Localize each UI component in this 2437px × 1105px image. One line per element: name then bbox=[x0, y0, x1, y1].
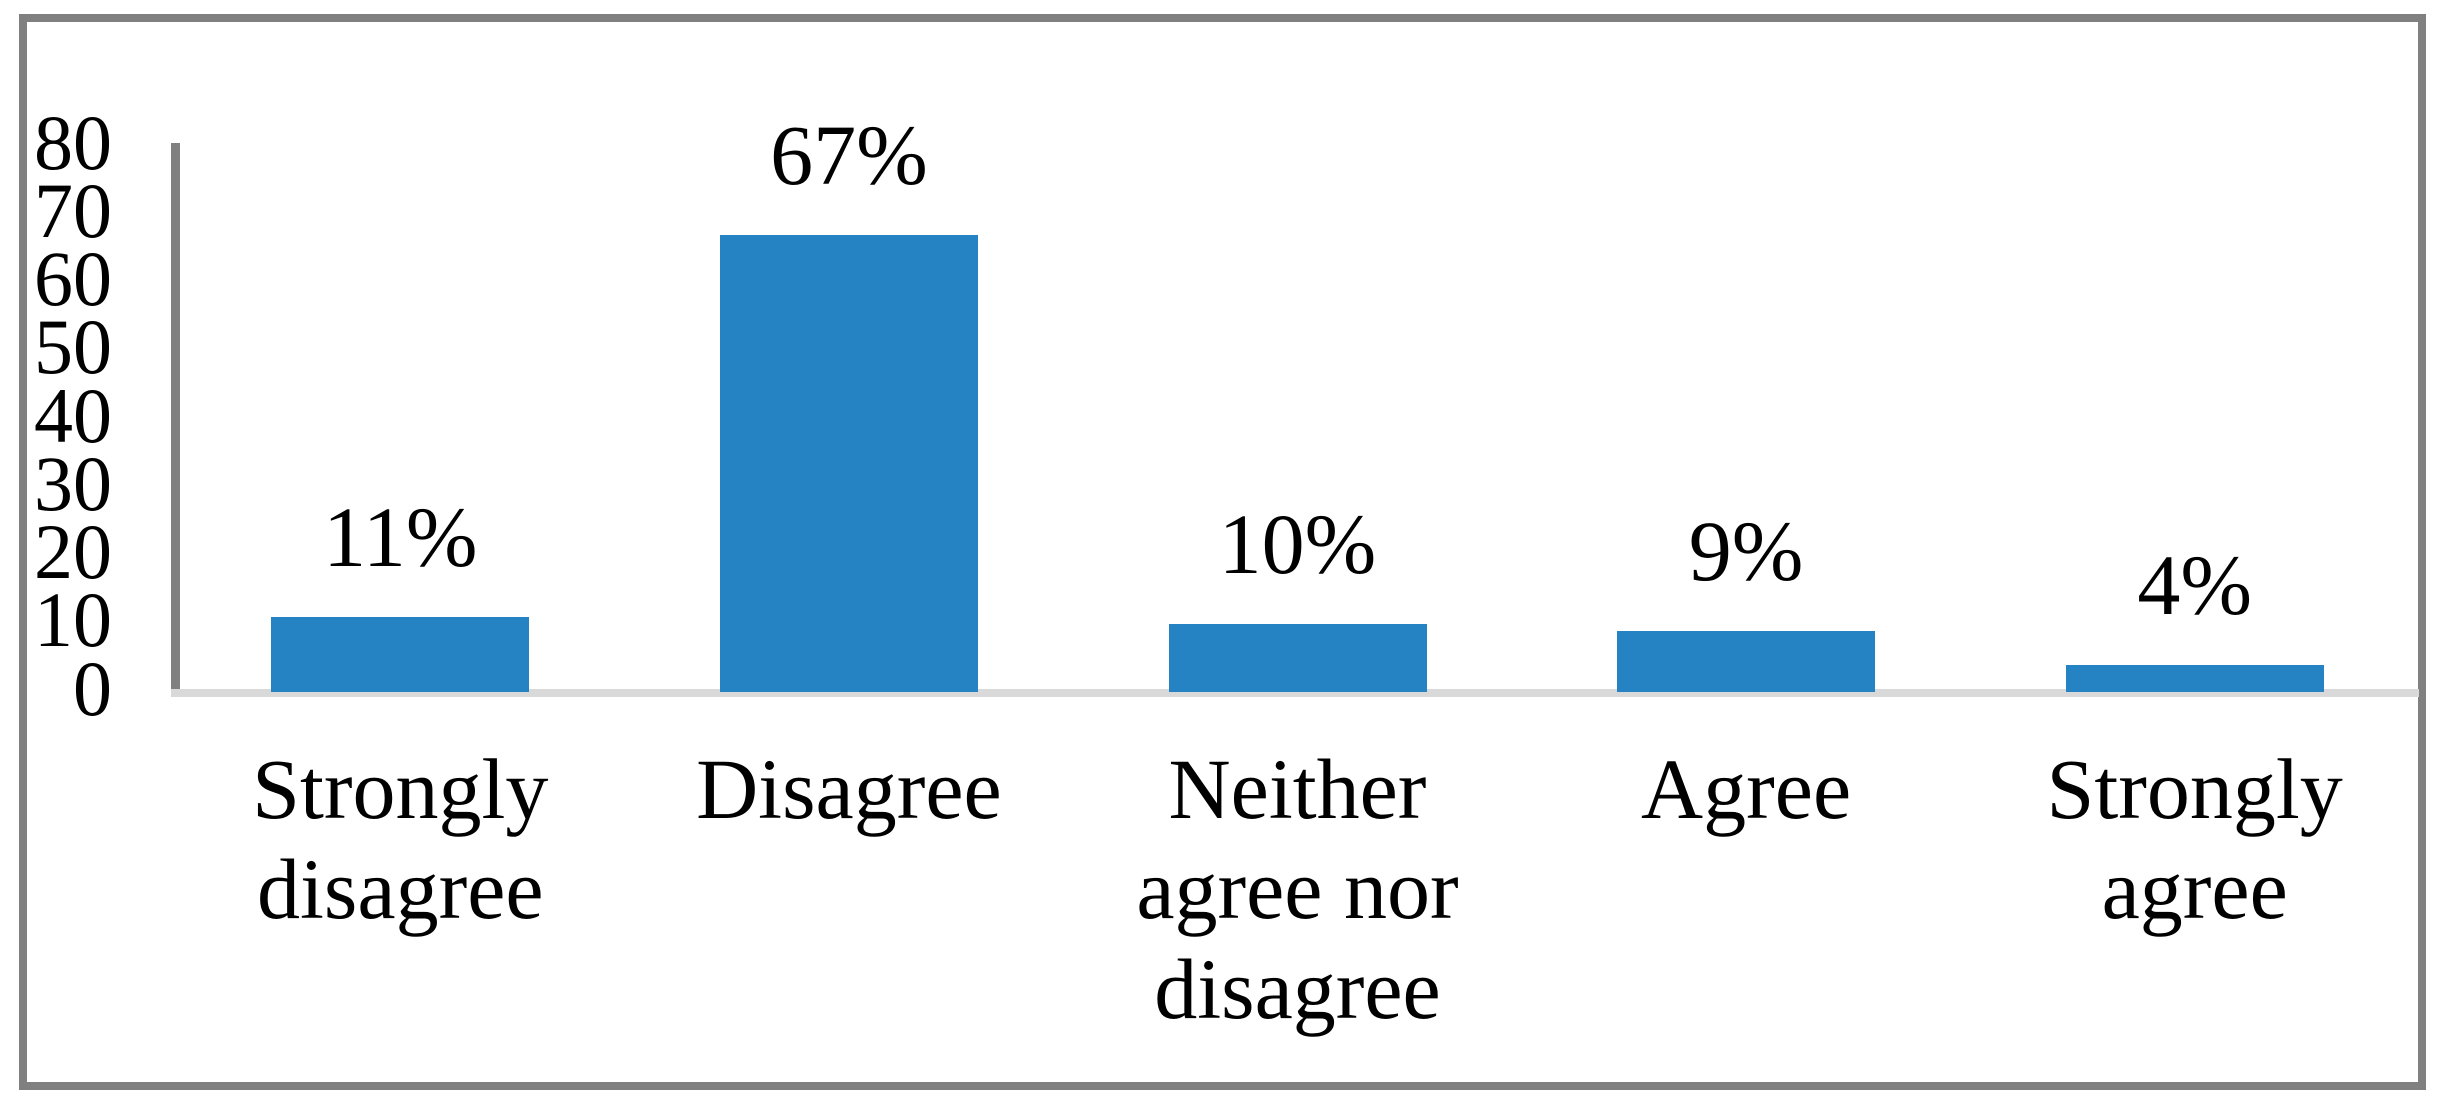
category-label: Strongly disagree bbox=[252, 741, 549, 937]
y-tick-label: 60 bbox=[34, 235, 112, 322]
y-tick-label: 10 bbox=[34, 576, 112, 664]
chart-outer-border bbox=[19, 14, 2426, 1090]
y-tick-label: 80 bbox=[34, 98, 112, 186]
bar-value-label: 67% bbox=[770, 106, 928, 203]
bar-5 bbox=[2065, 664, 2324, 692]
y-axis-line bbox=[171, 143, 180, 697]
y-tick-label: 20 bbox=[34, 508, 112, 595]
category-label: Disagree bbox=[696, 741, 1002, 837]
bar-2 bbox=[719, 234, 978, 692]
bar-1 bbox=[271, 616, 530, 692]
y-tick-label: 30 bbox=[34, 439, 112, 527]
bar-value-label: 4% bbox=[2137, 536, 2252, 633]
bar-value-label: 9% bbox=[1688, 502, 1804, 599]
y-tick-label: 40 bbox=[34, 371, 112, 459]
category-label: Agree bbox=[1641, 741, 1852, 837]
category-label: Neither agree nor disagree bbox=[1136, 741, 1459, 1037]
bar-3 bbox=[1168, 623, 1427, 692]
y-tick-label: 0 bbox=[73, 644, 112, 732]
bar-value-label: 10% bbox=[1218, 495, 1377, 592]
category-label: Strongly agree bbox=[2046, 741, 2343, 937]
y-tick-label: 70 bbox=[34, 166, 112, 254]
bar-4 bbox=[1617, 630, 1876, 692]
x-axis-baseline bbox=[171, 689, 2419, 697]
y-tick-label: 50 bbox=[34, 303, 112, 391]
bar-value-label: 11% bbox=[323, 488, 478, 585]
